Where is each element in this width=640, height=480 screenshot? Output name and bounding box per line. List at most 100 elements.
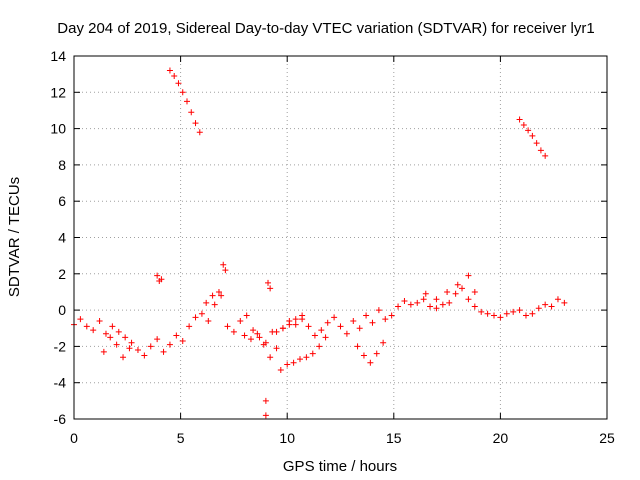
data-point: [350, 317, 357, 324]
data-point: [446, 299, 453, 306]
data-point: [267, 285, 274, 292]
data-point: [141, 352, 148, 359]
x-tick-label: 15: [386, 430, 402, 446]
y-tick-label: 10: [50, 121, 66, 137]
data-point: [179, 89, 186, 96]
x-tick-label: 10: [279, 430, 295, 446]
y-tick-label: 2: [58, 266, 66, 282]
data-point: [459, 285, 466, 292]
data-point: [395, 303, 402, 310]
data-point: [77, 316, 84, 323]
data-point: [83, 323, 90, 330]
data-point: [311, 332, 318, 339]
axis-ticks: [73, 55, 608, 420]
data-point: [401, 298, 408, 305]
data-point: [211, 301, 218, 308]
data-point: [260, 341, 267, 348]
data-point: [516, 116, 523, 123]
data-point: [542, 152, 549, 159]
data-point: [478, 308, 485, 315]
data-point: [222, 267, 229, 274]
y-tick-labels: -6 -4 -2 0 2 4 6 8 10 12 14: [50, 48, 66, 427]
data-point: [516, 307, 523, 314]
data-point: [503, 310, 510, 317]
data-point: [331, 314, 338, 321]
data-point: [369, 319, 376, 326]
data-point: [265, 279, 272, 286]
data-point: [554, 296, 561, 303]
data-point: [292, 321, 299, 328]
data-point: [343, 330, 350, 337]
data-point: [247, 336, 254, 343]
data-point: [183, 98, 190, 105]
data-point: [286, 321, 293, 328]
y-tick-label: -6: [54, 411, 67, 427]
data-point: [173, 332, 180, 339]
data-point: [186, 323, 193, 330]
data-point: [510, 308, 517, 315]
data-point: [525, 127, 532, 134]
y-tick-label: 0: [58, 302, 66, 318]
data-point: [360, 352, 367, 359]
data-point: [122, 334, 129, 341]
data-point: [188, 109, 195, 116]
data-point: [373, 350, 380, 357]
data-point: [237, 317, 244, 324]
data-point: [318, 327, 325, 334]
data-point: [529, 310, 536, 317]
data-point: [160, 348, 167, 355]
data-point: [262, 412, 269, 419]
data-point: [243, 312, 250, 319]
data-point: [322, 334, 329, 341]
data-point: [522, 312, 529, 319]
data-point: [535, 305, 542, 312]
data-point: [367, 359, 374, 366]
data-point: [471, 288, 478, 295]
data-point: [303, 354, 310, 361]
data-point: [427, 303, 434, 310]
data-point: [444, 288, 451, 295]
data-point: [196, 129, 203, 136]
data-point: [166, 67, 173, 74]
data-point: [175, 80, 182, 87]
data-point: [100, 348, 107, 355]
data-point: [497, 314, 504, 321]
data-point: [205, 317, 212, 324]
x-tick-labels: 0 5 10 15 20 25: [70, 430, 615, 446]
data-points: [71, 67, 568, 419]
data-point: [561, 299, 568, 306]
data-point: [537, 147, 544, 154]
y-tick-label: 8: [58, 157, 66, 173]
data-point: [491, 312, 498, 319]
data-point: [262, 397, 269, 404]
data-point: [215, 288, 222, 295]
data-point: [102, 330, 109, 337]
data-point: [192, 314, 199, 321]
data-point: [220, 261, 227, 268]
x-tick-label: 25: [599, 430, 615, 446]
chart-title: Day 204 of 2019, Sidereal Day-to-day VTE…: [57, 20, 594, 37]
data-point: [363, 312, 370, 319]
data-point: [533, 140, 540, 147]
y-tick-label: 12: [50, 84, 66, 100]
data-point: [529, 132, 536, 139]
data-point: [316, 343, 323, 350]
data-point: [279, 325, 286, 332]
data-point: [179, 337, 186, 344]
data-point: [471, 303, 478, 310]
data-point: [107, 334, 114, 341]
data-point: [128, 339, 135, 346]
data-point: [134, 347, 141, 354]
data-point: [192, 120, 199, 127]
data-point: [241, 332, 248, 339]
data-point: [375, 307, 382, 314]
data-point: [171, 72, 178, 79]
data-point: [296, 356, 303, 363]
data-point: [154, 336, 161, 343]
data-point: [203, 299, 210, 306]
data-point: [284, 361, 291, 368]
data-point: [154, 272, 161, 279]
data-point: [96, 317, 103, 324]
data-point: [484, 310, 491, 317]
data-point: [433, 296, 440, 303]
